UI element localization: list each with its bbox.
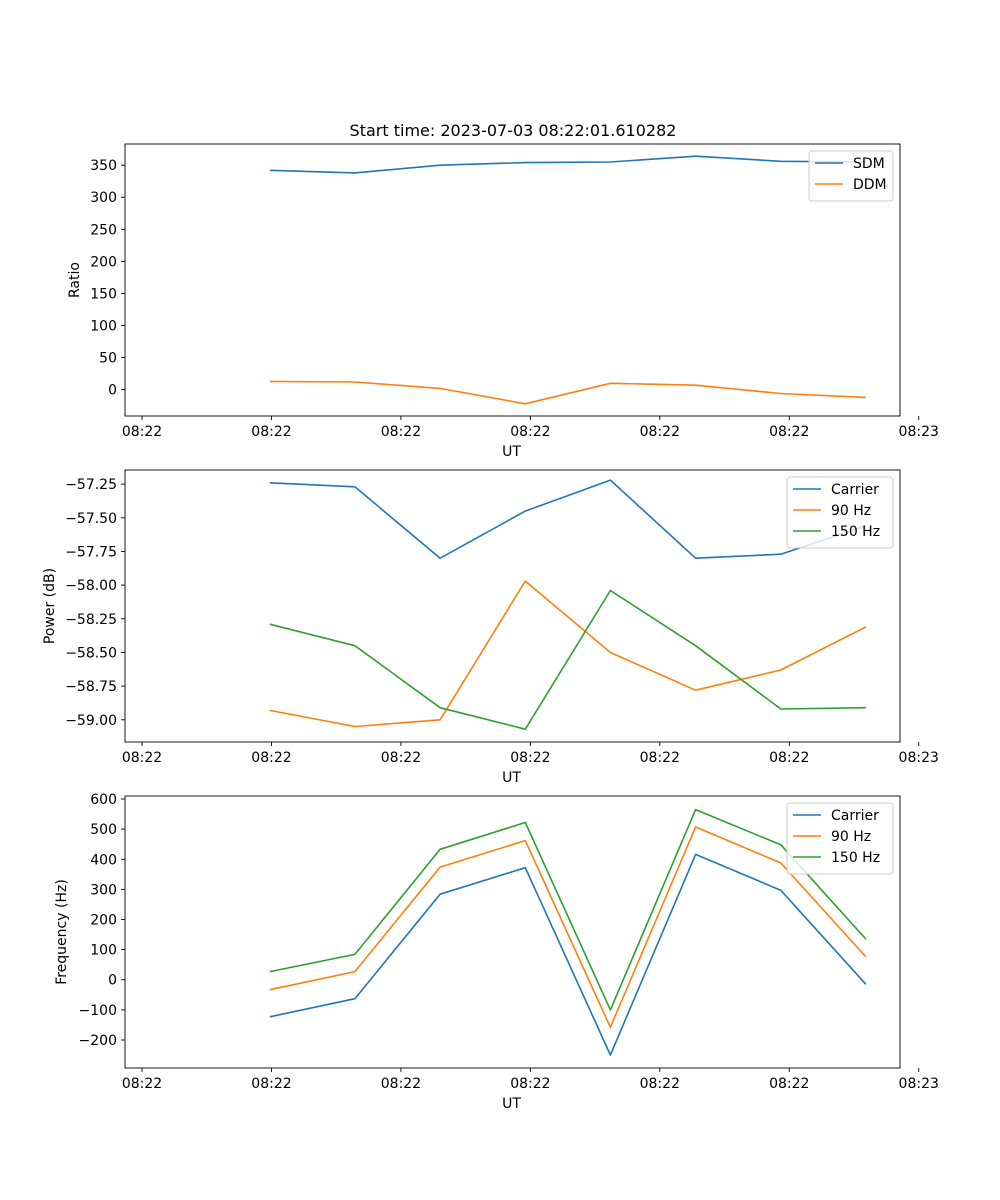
- y-tick-label: 250: [90, 222, 117, 238]
- legend: Carrier 90 Hz 150 Hz: [786, 802, 894, 875]
- axes-frame: [124, 469, 901, 743]
- series-line-90-hz: [269, 580, 867, 728]
- y-tick-label: −57.75: [65, 544, 117, 560]
- x-tick-label: 08:22: [122, 424, 162, 440]
- legend-label-90-hz: 90 Hz: [831, 503, 871, 519]
- y-tick-label: −59.00: [65, 713, 117, 729]
- x-tick-label: 08:22: [769, 1076, 809, 1092]
- y-tick-label: 500: [90, 822, 117, 838]
- x-tick-label: 08:22: [769, 424, 809, 440]
- x-tick-label: 08:22: [122, 750, 162, 766]
- x-tick-label: 08:22: [381, 1076, 421, 1092]
- y-tick-label: 600: [90, 792, 117, 808]
- series-line-150-hz: [269, 808, 867, 1011]
- series-line-carrier: [269, 479, 867, 560]
- y-tick-label: 300: [90, 882, 117, 898]
- y-axis-label: Ratio: [67, 262, 83, 298]
- chart-panel-2: 08:22 08:22 08:22 08:22 08:22 08:22 08:23 −57.2…: [42, 469, 939, 786]
- y-tick-label: −58.50: [65, 645, 117, 661]
- y-axis-label: Frequency (Hz): [54, 879, 70, 985]
- x-tick-label: 08:22: [510, 424, 550, 440]
- x-tick-label: 08:22: [769, 750, 809, 766]
- series-line-carrier: [269, 853, 867, 1056]
- legend-label-carrier: Carrier: [831, 482, 879, 498]
- legend: Carrier 90 Hz 150 Hz: [786, 476, 894, 549]
- y-tick-label: −58.75: [65, 679, 117, 695]
- y-tick-label: 100: [90, 943, 117, 959]
- y-axis-label: Power (dB): [42, 568, 58, 644]
- x-tick-label: 08:22: [251, 424, 291, 440]
- legend-label-ddm: DDM: [853, 177, 887, 193]
- x-tick-label: 08:22: [122, 1076, 162, 1092]
- x-axis-label: UT: [502, 1096, 521, 1112]
- y-tick-label: −58.25: [65, 612, 117, 628]
- legend: SDM DDM: [808, 150, 894, 202]
- x-tick-label: 08:22: [640, 750, 680, 766]
- x-tick-label: 08:22: [510, 750, 550, 766]
- y-tick-label: 350: [90, 158, 117, 174]
- series-line-90-hz: [269, 826, 867, 1029]
- legend-label-90-hz: 90 Hz: [831, 829, 871, 845]
- y-tick-label: 0: [108, 973, 117, 989]
- series-line-150-hz: [269, 589, 866, 731]
- y-tick-label: 100: [90, 319, 117, 335]
- y-tick-label: −57.25: [65, 477, 117, 493]
- y-tick-label: 400: [90, 852, 117, 868]
- legend-label-carrier: Carrier: [831, 808, 879, 824]
- x-tick-label: 08:22: [381, 750, 421, 766]
- panels: 08:22 08:22 08:22 08:22 08:22 08:22 08:23 0 50 10…: [42, 143, 939, 1112]
- x-tick-label: 08:23: [899, 1076, 939, 1092]
- x-tick-label: 08:22: [381, 424, 421, 440]
- y-tick-label: 0: [108, 383, 117, 399]
- y-tick-label: 300: [90, 190, 117, 206]
- y-tick-label: −58.00: [65, 578, 117, 594]
- y-tick-label: 200: [90, 912, 117, 928]
- y-tick-label: 150: [90, 286, 117, 302]
- chart-panel-1: 08:22 08:22 08:22 08:22 08:22 08:22 08:23 0 50 10…: [67, 143, 939, 460]
- axes-frame: [124, 143, 901, 417]
- legend-label-150-hz: 150 Hz: [831, 850, 880, 866]
- x-tick-label: 08:23: [899, 424, 939, 440]
- series-line-ddm: [269, 380, 866, 405]
- y-tick-label: −100: [79, 1003, 117, 1019]
- y-tick-label: 200: [90, 254, 117, 270]
- x-axis-label: UT: [502, 444, 521, 460]
- legend-label-sdm: SDM: [853, 156, 885, 172]
- x-tick-label: 08:22: [510, 1076, 550, 1092]
- x-tick-label: 08:22: [640, 1076, 680, 1092]
- x-tick-label: 08:23: [899, 750, 939, 766]
- x-tick-label: 08:22: [251, 750, 291, 766]
- chart-panel-3: 08:22 08:22 08:22 08:22 08:22 08:22 08:23 600 50…: [54, 792, 939, 1112]
- legend-label-150-hz: 150 Hz: [831, 524, 880, 540]
- x-tick-label: 08:22: [251, 1076, 291, 1092]
- y-tick-label: 50: [99, 351, 117, 367]
- x-tick-label: 08:22: [640, 424, 680, 440]
- x-axis-label: UT: [502, 770, 521, 786]
- figure-title: Start time: 2023-07-03 08:22:01.610282: [350, 121, 677, 140]
- series-line-sdm: [269, 155, 866, 174]
- y-tick-label: −57.50: [65, 511, 117, 527]
- y-tick-label: −200: [79, 1033, 117, 1049]
- axes-frame: [124, 795, 901, 1069]
